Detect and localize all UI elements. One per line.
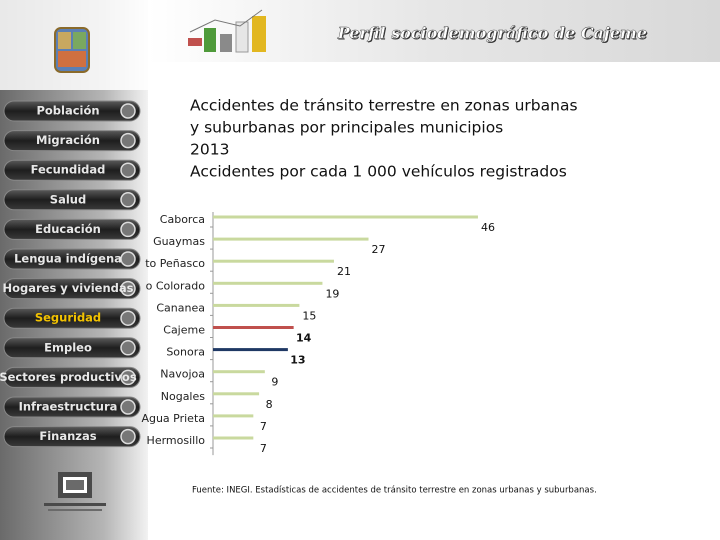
- inegi-logo: [44, 472, 106, 511]
- menu-button-knob[interactable]: [120, 399, 136, 415]
- value-label: 27: [372, 243, 386, 256]
- menu-label[interactable]: Salud: [50, 192, 86, 206]
- bar: [213, 348, 288, 352]
- menu-label[interactable]: Fecundidad: [31, 163, 106, 177]
- category-label: o Colorado: [146, 279, 206, 292]
- chart-title: y suburbanas por principales municipios: [190, 119, 503, 137]
- menu-item[interactable]: Empleo: [3, 337, 141, 359]
- menu-button[interactable]: [3, 426, 141, 448]
- value-label: 7: [260, 420, 267, 433]
- menu-button[interactable]: [3, 307, 141, 329]
- value-label: 21: [337, 265, 351, 278]
- header-title: Perfil sociodemográfico de Cajeme: [337, 24, 647, 43]
- menu: Población Migración Fecundidad Salud Educaci…: [0, 100, 141, 448]
- value-label: 46: [481, 221, 495, 234]
- category-label: Sonora: [166, 346, 205, 359]
- value-label: 13: [290, 354, 305, 367]
- menu-button[interactable]: [3, 189, 141, 211]
- menu-button-knob[interactable]: [120, 310, 136, 326]
- menu-item[interactable]: Hogares y viviendas: [2, 278, 141, 300]
- source-note: Fuente: INEGI. Estadísticas de accidente…: [192, 486, 597, 496]
- chart-title: Accidentes por cada 1 000 vehículos regi…: [190, 163, 567, 181]
- menu-button[interactable]: [3, 366, 141, 388]
- value-label: 14: [296, 332, 312, 345]
- bar: [213, 436, 254, 440]
- menu-button-knob[interactable]: [120, 103, 136, 119]
- menu-item[interactable]: Sectores productivos: [0, 366, 141, 388]
- menu-button[interactable]: [3, 278, 141, 300]
- menu-button[interactable]: [3, 159, 141, 181]
- category-label: to Peñasco: [145, 257, 205, 270]
- menu-button[interactable]: [3, 396, 141, 418]
- category-label: Guaymas: [153, 235, 205, 248]
- menu-button[interactable]: [3, 130, 141, 152]
- bar: [213, 414, 254, 418]
- value-label: 8: [266, 398, 273, 411]
- menu-button[interactable]: [3, 218, 141, 240]
- menu-button-knob[interactable]: [120, 369, 136, 386]
- value-label: 15: [302, 309, 316, 322]
- category-label: Cananea: [156, 301, 205, 314]
- bar: [213, 281, 323, 285]
- menu-item[interactable]: Infraestructura: [3, 396, 141, 418]
- menu-item[interactable]: Seguridad: [3, 307, 141, 329]
- menu-label[interactable]: Sectores productivos: [0, 370, 137, 384]
- menu-label[interactable]: Población: [36, 104, 99, 118]
- bar: [213, 303, 300, 307]
- bar: [213, 259, 334, 263]
- menu-item[interactable]: Finanzas: [3, 426, 141, 448]
- header-title-shadow: Perfil sociodemográfico de Cajeme: [338, 25, 648, 44]
- menu-label[interactable]: Empleo: [44, 340, 92, 354]
- menu-item[interactable]: Población: [3, 100, 141, 122]
- category-label: Navojoa: [160, 368, 205, 381]
- menu-label[interactable]: Lengua indígena: [14, 252, 122, 266]
- chart: Accidentes de tránsito terrestre en zona…: [141, 97, 596, 496]
- header-icon: [188, 9, 266, 53]
- category-label: Agua Prieta: [141, 412, 205, 425]
- menu-button-knob[interactable]: [120, 340, 136, 356]
- menu-label[interactable]: Migración: [36, 133, 100, 147]
- menu-button-knob[interactable]: [120, 221, 136, 238]
- menu-label[interactable]: Hogares y viviendas: [2, 281, 133, 295]
- menu-button-knob[interactable]: [120, 251, 136, 267]
- chart-title: Accidentes de tránsito terrestre en zona…: [190, 97, 578, 115]
- category-label: Caborca: [160, 213, 205, 226]
- menu-item[interactable]: Migración: [3, 130, 141, 152]
- chart-title: 2013: [190, 141, 229, 159]
- menu-item[interactable]: Educación: [3, 218, 141, 240]
- menu-item[interactable]: Salud: [3, 189, 141, 211]
- menu-label[interactable]: Finanzas: [39, 429, 96, 443]
- bar: [213, 237, 369, 241]
- bar: [213, 370, 265, 374]
- category-label: Cajeme: [163, 324, 205, 337]
- menu-button[interactable]: [3, 248, 141, 270]
- menu-button-knob[interactable]: [120, 428, 136, 445]
- menu-button[interactable]: [3, 100, 141, 122]
- value-label: 9: [271, 376, 278, 389]
- value-label: 19: [325, 287, 339, 300]
- menu-button[interactable]: [3, 337, 141, 359]
- menu-button-knob[interactable]: [120, 162, 136, 178]
- menu-label[interactable]: Infraestructura: [19, 400, 118, 414]
- emblem: [54, 27, 90, 73]
- menu-button-knob[interactable]: [120, 192, 136, 208]
- bar: [213, 215, 478, 219]
- category-label: Hermosillo: [147, 434, 206, 447]
- menu-button-knob[interactable]: [120, 132, 136, 149]
- menu-button-knob[interactable]: [120, 280, 136, 297]
- menu-item[interactable]: Lengua indígena: [3, 248, 141, 270]
- category-label: Nogales: [161, 390, 206, 403]
- menu-item[interactable]: Fecundidad: [3, 159, 141, 181]
- bar: [213, 326, 294, 329]
- value-label: 7: [260, 442, 267, 455]
- menu-label[interactable]: Educación: [35, 222, 101, 236]
- menu-label[interactable]: Seguridad: [35, 311, 101, 325]
- bar: [213, 392, 260, 396]
